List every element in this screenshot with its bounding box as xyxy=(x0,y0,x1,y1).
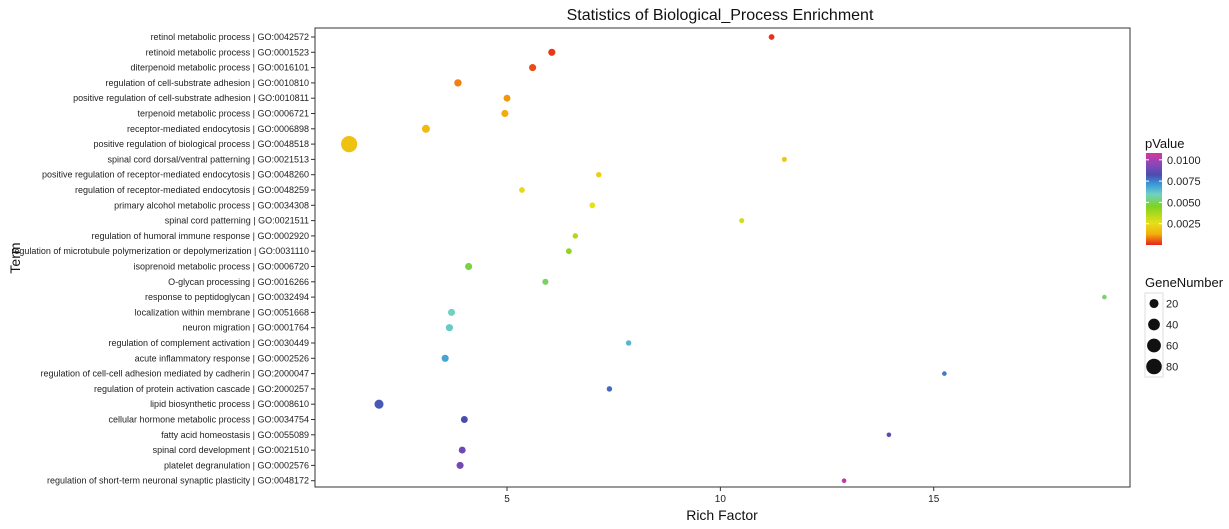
y-tick-label: positive regulation of receptor-mediated… xyxy=(42,170,309,180)
size-legend-dot xyxy=(1146,358,1162,375)
plot-panel xyxy=(314,27,1131,488)
y-tick-label: response to peptidoglycan | GO:0032494 xyxy=(145,292,309,302)
data-point xyxy=(421,124,430,133)
x-tick-label: 10 xyxy=(715,494,727,505)
colorbar-tick-label: 0.0100 xyxy=(1167,155,1201,167)
size-legend-label: 60 xyxy=(1166,341,1178,353)
y-tick-label: retinol metabolic process | GO:0042572 xyxy=(151,32,309,42)
data-point xyxy=(529,64,537,72)
y-tick-label: cellular hormone metabolic process | GO:… xyxy=(109,415,309,425)
data-point xyxy=(625,340,632,346)
y-tick-label: positive regulation of cell-substrate ad… xyxy=(73,93,309,103)
genenumber-legend: GeneNumber 20 40 60 80 xyxy=(1144,275,1224,378)
size-legend-dot xyxy=(1148,318,1160,331)
data-point xyxy=(841,478,847,484)
y-tick-label: regulation of humoral immune response | … xyxy=(92,231,309,241)
y-tick-label: receptor-mediated endocytosis | GO:00068… xyxy=(127,124,309,134)
data-point xyxy=(454,79,462,87)
size-legend-key-box xyxy=(1144,292,1164,378)
size-legend-dot xyxy=(1147,338,1161,353)
data-point xyxy=(456,461,464,469)
size-legend-dot xyxy=(1149,298,1159,309)
data-point xyxy=(548,48,556,56)
data-point xyxy=(768,34,775,40)
y-tick-label: platelet degranulation | GO:0002576 xyxy=(164,460,309,470)
pvalue-colorbar xyxy=(1146,153,1162,245)
colorbar-tick-label: 0.0075 xyxy=(1167,176,1201,188)
y-tick-label: O-glycan processing | GO:0016266 xyxy=(168,277,309,287)
y-tick-label: spinal cord patterning | GO:0021511 xyxy=(165,216,309,226)
data-point xyxy=(565,248,572,255)
y-tick-label: regulation of short-term neuronal synapt… xyxy=(47,476,309,486)
y-tick-label: regulation of microtubule polymerization… xyxy=(11,246,309,256)
data-point xyxy=(374,399,384,409)
y-tick-label: fatty acid homeostasis | GO:0055089 xyxy=(161,430,309,440)
y-axis-title: Term xyxy=(7,242,23,273)
data-point xyxy=(781,156,787,162)
size-legend-label: 40 xyxy=(1166,320,1178,332)
colorbar-tick-label: 0.0050 xyxy=(1167,197,1201,209)
y-tick-label: localization within membrane | GO:005166… xyxy=(135,307,309,317)
data-point xyxy=(606,386,613,392)
data-point xyxy=(447,308,456,316)
genenumber-legend-keys: 20 40 60 80 xyxy=(1144,292,1178,378)
data-point xyxy=(942,371,947,376)
y-tick-label: spinal cord development | GO:0021510 xyxy=(153,445,309,455)
y-axis-ticks: retinol metabolic process | GO:0042572 re… xyxy=(11,32,315,486)
data-point xyxy=(519,187,525,193)
y-tick-label: neuron migration | GO:0001764 xyxy=(183,323,309,333)
size-legend-label: 80 xyxy=(1166,362,1178,374)
colorbar-tick-label: 0.0025 xyxy=(1167,219,1201,231)
pvalue-colorbar-ticks: 0.0025 0.0050 0.0075 0.0100 xyxy=(1146,155,1201,231)
data-point xyxy=(739,218,745,224)
chart-title: Statistics of Biological_Process Enrichm… xyxy=(567,7,874,24)
data-point xyxy=(465,262,473,271)
data-point xyxy=(445,324,453,332)
x-tick-label: 15 xyxy=(928,494,940,505)
data-point xyxy=(886,432,892,438)
y-tick-label: regulation of protein activation cascade… xyxy=(94,384,309,394)
data-point xyxy=(460,416,468,423)
x-tick-label: 5 xyxy=(504,494,510,505)
data-point xyxy=(596,171,602,178)
pvalue-legend: pValue 0.0025 0.0050 0.0075 0.0100 xyxy=(1145,136,1201,245)
y-tick-label: regulation of receptor-mediated endocyto… xyxy=(75,185,309,195)
data-point xyxy=(441,354,449,362)
data-point xyxy=(458,446,466,454)
data-point xyxy=(341,136,358,153)
data-point xyxy=(572,233,579,239)
y-tick-label: retinoid metabolic process | GO:0001523 xyxy=(146,47,309,57)
y-tick-label: spinal cord dorsal/ventral patterning | … xyxy=(108,154,309,164)
data-point xyxy=(503,94,511,102)
data-points xyxy=(341,34,1107,484)
pvalue-legend-title: pValue xyxy=(1145,136,1185,151)
y-tick-label: primary alcohol metabolic process | GO:0… xyxy=(114,200,309,210)
size-legend-label: 20 xyxy=(1166,299,1178,311)
x-axis-ticks: 5 10 15 xyxy=(504,487,940,505)
data-point xyxy=(542,278,549,285)
y-tick-label: terpenoid metabolic process | GO:0006721 xyxy=(138,109,309,119)
y-tick-label: regulation of cell-cell adhesion mediate… xyxy=(40,369,309,379)
y-tick-label: diterpenoid metabolic process | GO:00161… xyxy=(131,63,309,73)
y-tick-label: regulation of cell-substrate adhesion | … xyxy=(106,78,309,88)
data-point xyxy=(589,202,596,209)
x-axis-title: Rich Factor xyxy=(686,507,758,523)
y-tick-label: regulation of complement activation | GO… xyxy=(109,338,309,348)
y-tick-label: positive regulation of biological proces… xyxy=(94,139,309,149)
y-tick-label: acute inflammatory response | GO:0002526 xyxy=(135,353,309,363)
y-tick-label: lipid biosynthetic process | GO:0008610 xyxy=(150,399,309,409)
genenumber-legend-title: GeneNumber xyxy=(1145,275,1224,290)
y-tick-label: isoprenoid metabolic process | GO:000672… xyxy=(134,262,309,272)
data-point xyxy=(501,109,509,118)
data-point xyxy=(1102,294,1107,300)
